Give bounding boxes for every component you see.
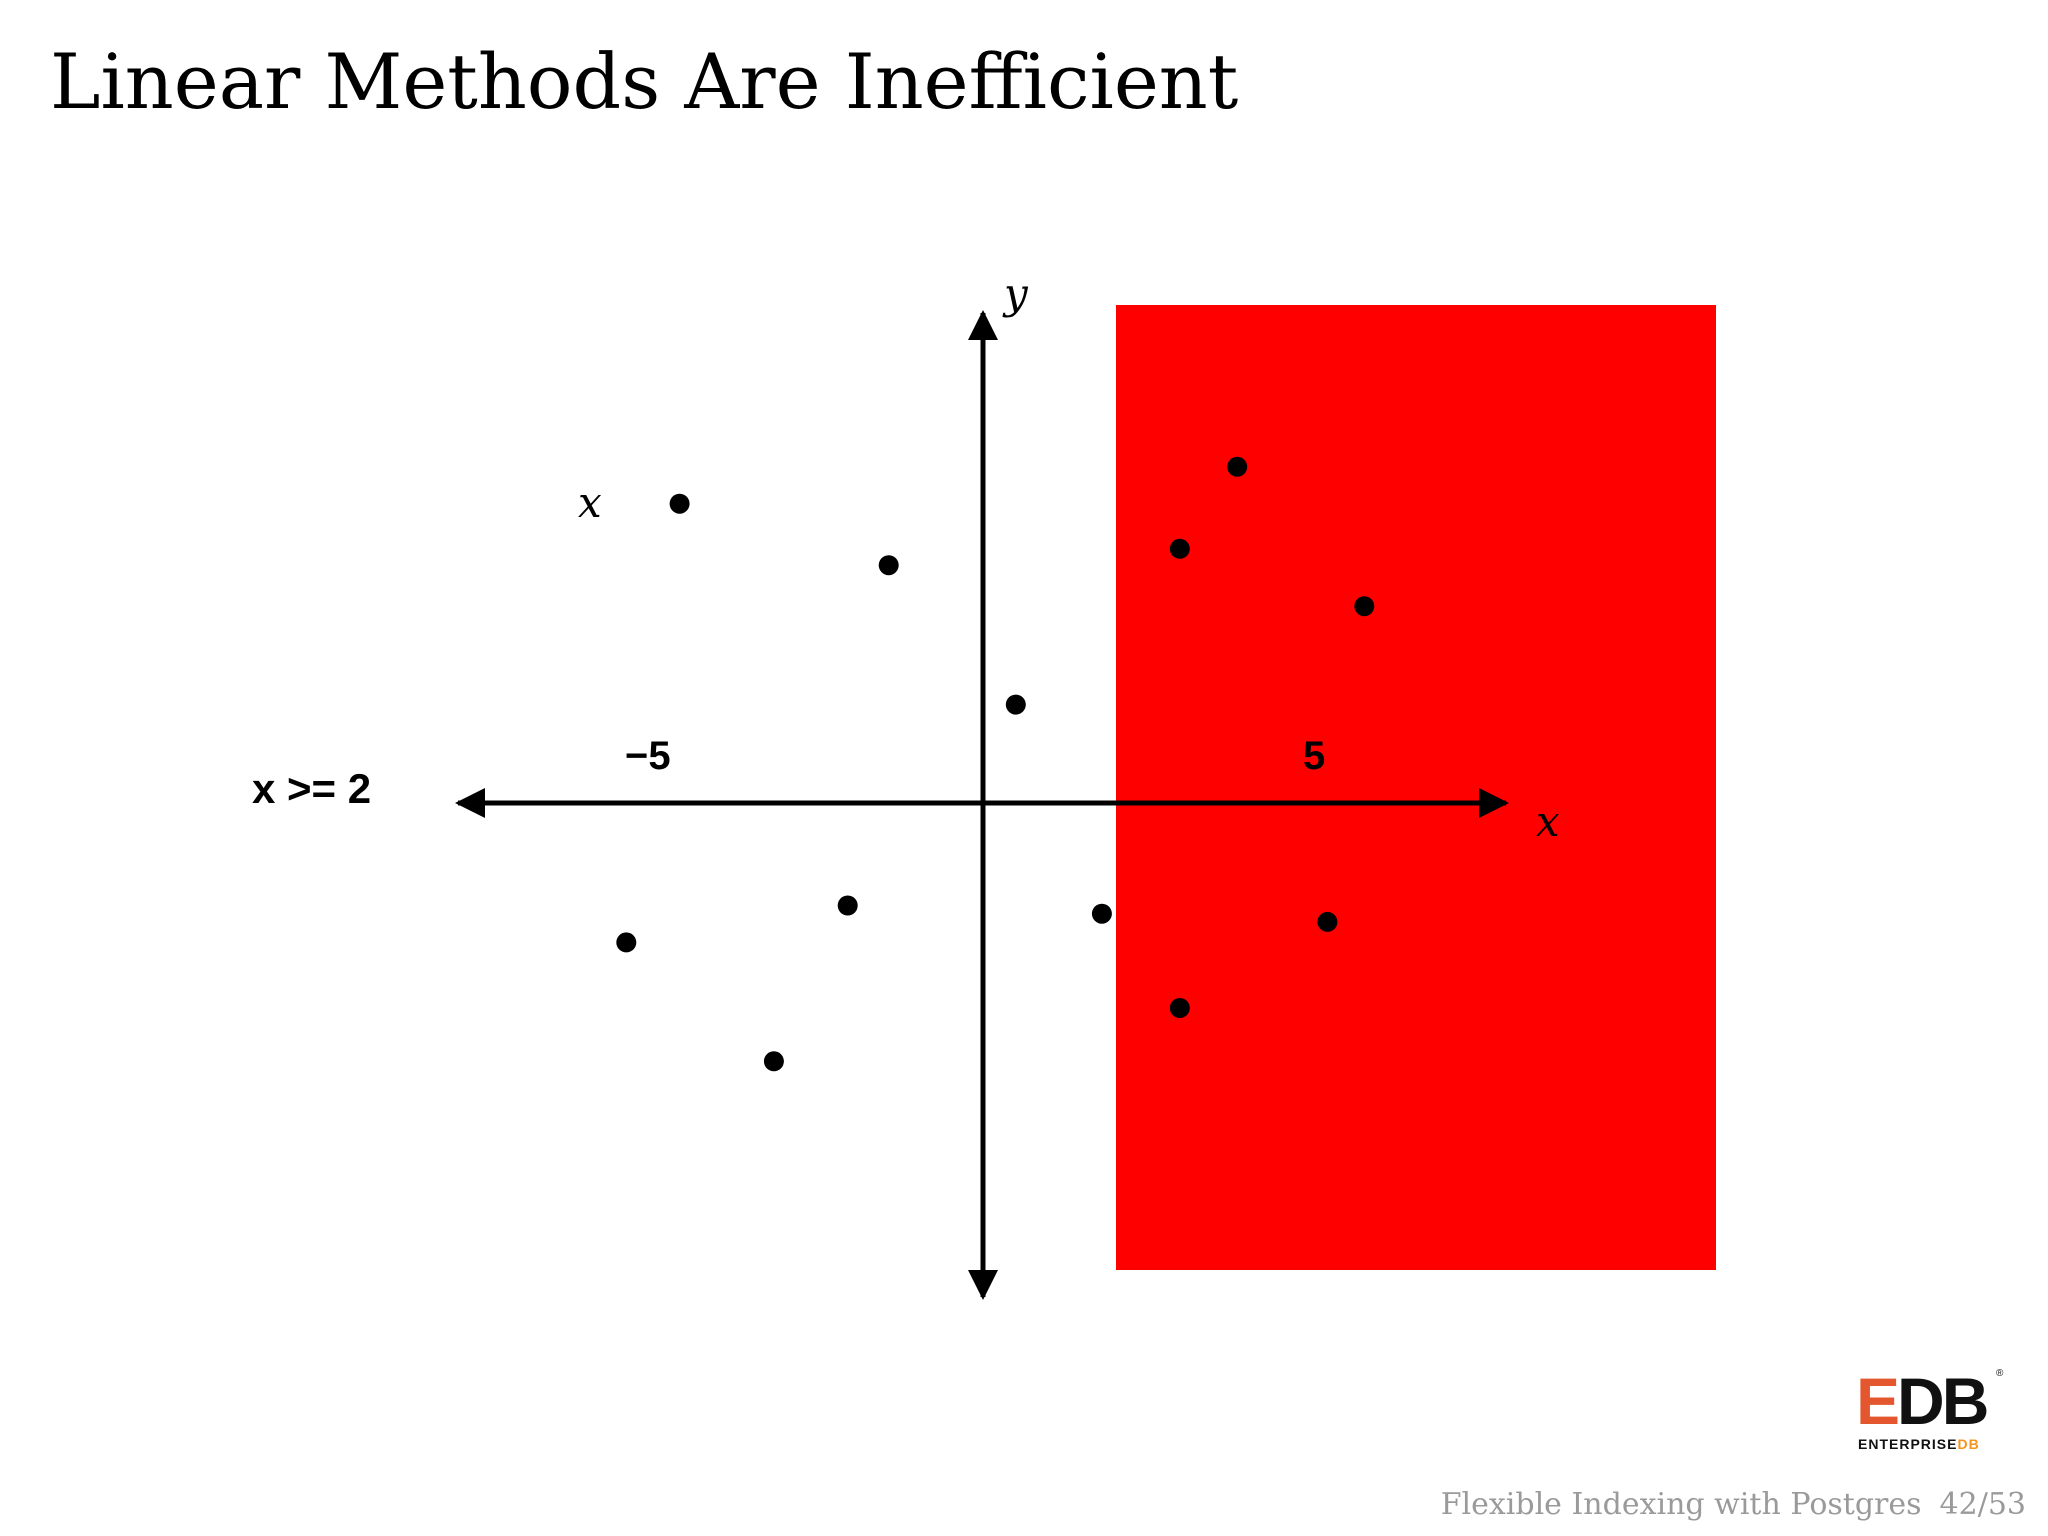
data-point-1 <box>669 493 690 514</box>
edb-logo-wordmark: ENTERPRISEDB <box>1858 1436 1980 1452</box>
data-point-3 <box>1005 694 1026 715</box>
data-point-9 <box>1091 903 1112 924</box>
footer-title: Flexible Indexing with Postgres <box>1440 1487 1922 1522</box>
data-points <box>616 456 1375 1072</box>
edb-logo-mark: EDB <box>1856 1364 1989 1438</box>
data-point-6 <box>1354 596 1375 617</box>
edb-logo: EDB ® ENTERPRISEDB <box>1856 1368 2004 1456</box>
query-label: x >= 2 <box>252 765 371 812</box>
data-point-5 <box>1169 538 1190 559</box>
x-axis-label: x <box>1536 797 1560 846</box>
data-point-4 <box>1227 456 1248 477</box>
registered-mark: ® <box>1996 1368 2004 1379</box>
data-point-8 <box>616 932 637 953</box>
slide-title: Linear Methods Are Inefficient <box>50 37 1239 126</box>
slide-footer: Flexible Indexing with Postgres 42/53 <box>1441 1487 2026 1522</box>
query-result-region <box>1116 305 1716 1270</box>
tick-label-negative: −5 <box>625 734 671 778</box>
data-point-2 <box>878 555 899 576</box>
y-axis-label: y <box>1002 269 1029 318</box>
tick-label-positive: 5 <box>1303 734 1325 778</box>
data-point-12 <box>763 1051 784 1072</box>
stray-x-label: x <box>578 478 602 527</box>
data-point-7 <box>837 895 858 916</box>
data-point-11 <box>1169 998 1190 1018</box>
data-point-10 <box>1317 911 1338 932</box>
page-number: 42/53 <box>1939 1487 2026 1522</box>
